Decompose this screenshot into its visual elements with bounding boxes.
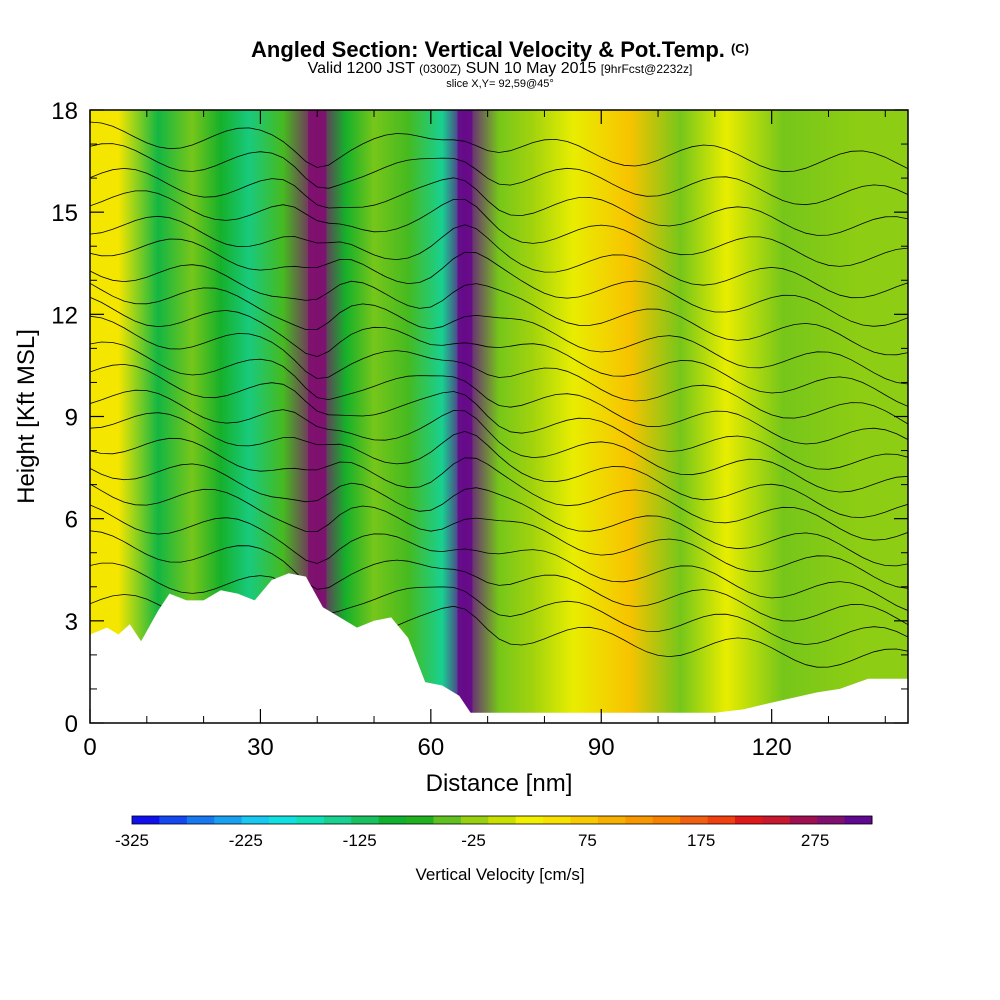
colorbar-tick-label: -225 bbox=[229, 831, 263, 850]
colorbar-tick-label: -325 bbox=[115, 831, 149, 850]
colorbar-swatch bbox=[351, 816, 380, 824]
theta-isoline bbox=[90, 463, 908, 567]
y-axis-label: Height [Kft MSL] bbox=[13, 329, 40, 504]
colorbar-swatch bbox=[323, 816, 352, 824]
colorbar-swatch bbox=[570, 816, 599, 824]
colorbar-swatch bbox=[433, 816, 462, 824]
x-axis-label: Distance [nm] bbox=[426, 770, 573, 797]
colorbar-swatch bbox=[817, 816, 846, 824]
theta-isoline bbox=[90, 562, 908, 645]
theta-isoline bbox=[90, 483, 908, 589]
colorbar-tick-label: -25 bbox=[461, 831, 486, 850]
colorbar-swatch bbox=[844, 816, 873, 824]
y-tick-label: 15 bbox=[51, 200, 78, 227]
colorbar-swatch bbox=[652, 816, 681, 824]
colorbar-swatch bbox=[460, 816, 489, 824]
slice-label: slice X,Y= 92,59@45° bbox=[446, 78, 554, 90]
colorbar-swatch bbox=[625, 816, 654, 824]
theta-isolines bbox=[90, 121, 908, 668]
x-tick-label: 0 bbox=[83, 734, 96, 761]
theta-isoline bbox=[90, 530, 908, 626]
colorbar-swatch bbox=[269, 816, 297, 824]
colorbar-swatch bbox=[488, 816, 517, 824]
theta-isoline bbox=[90, 121, 908, 173]
updraft-core-2 bbox=[457, 110, 473, 723]
theta-isoline bbox=[90, 190, 908, 267]
colorbar-swatch bbox=[214, 816, 243, 824]
theta-isoline bbox=[90, 341, 908, 445]
colorbar-frame bbox=[131, 815, 873, 825]
colorbar-swatch bbox=[132, 816, 160, 824]
colorbar-tick-label: 275 bbox=[801, 831, 829, 850]
colorbar-swatch bbox=[296, 816, 325, 824]
x-tick-label: 60 bbox=[417, 734, 444, 761]
colorbar-swatch bbox=[762, 816, 791, 824]
theta-isoline bbox=[90, 504, 908, 611]
colorbar-swatch bbox=[159, 816, 188, 824]
colorbar-swatch bbox=[406, 816, 434, 824]
y-tick-label: 6 bbox=[65, 507, 78, 534]
colorbar-swatch bbox=[789, 816, 818, 824]
theta-isoline bbox=[90, 143, 908, 206]
title-tag: (C) bbox=[730, 41, 749, 56]
y-tick-label: 9 bbox=[65, 405, 78, 432]
colorbar-swatch bbox=[734, 816, 763, 824]
colorbar-swatch bbox=[515, 816, 544, 824]
theta-isoline bbox=[90, 315, 908, 425]
y-tick-label: 0 bbox=[65, 711, 78, 738]
chart-title: Angled Section: Vertical Velocity & Pot.… bbox=[251, 37, 749, 62]
y-tick-label: 12 bbox=[51, 302, 78, 329]
colorbar-tick-label: 75 bbox=[578, 831, 597, 850]
colorbar-label: Vertical Velocity [cm/s] bbox=[415, 865, 584, 884]
theta-isoline bbox=[90, 296, 908, 407]
x-tick-label: 90 bbox=[588, 734, 615, 761]
y-tick-label: 18 bbox=[51, 98, 78, 125]
theta-isoline bbox=[90, 412, 908, 518]
colorbar-swatch bbox=[680, 816, 709, 824]
chart-subtitle: Valid 1200 JST (0300Z) SUN 10 May 2015 [… bbox=[307, 60, 693, 77]
colorbar-swatch bbox=[241, 816, 270, 824]
x-tick-label: 30 bbox=[247, 734, 274, 761]
theta-isoline bbox=[90, 389, 908, 493]
theta-isoline bbox=[90, 167, 908, 236]
colorbar-swatch bbox=[597, 816, 626, 824]
theta-isoline bbox=[90, 437, 908, 541]
y-tick-label: 3 bbox=[65, 609, 78, 636]
terrain-mask bbox=[90, 573, 908, 723]
theta-isoline bbox=[90, 215, 908, 299]
theta-isoline bbox=[90, 363, 908, 470]
updraft-core-1 bbox=[308, 110, 327, 723]
colorbar-swatch bbox=[543, 816, 572, 824]
colorbar-swatch bbox=[707, 816, 736, 824]
colorbar-tick-label: 175 bbox=[687, 831, 715, 850]
x-tick-label: 120 bbox=[752, 734, 792, 761]
colorbar: -325 -225 -125 -25 75 175 275 Vertical Velocity… bbox=[115, 815, 873, 884]
colorbar-tick-label: -125 bbox=[343, 831, 377, 850]
colorbar-swatch bbox=[378, 816, 407, 824]
theta-isoline bbox=[90, 282, 908, 385]
colorbar-swatch bbox=[186, 816, 215, 824]
theta-isoline bbox=[90, 238, 908, 327]
theta-isoline bbox=[90, 264, 908, 356]
